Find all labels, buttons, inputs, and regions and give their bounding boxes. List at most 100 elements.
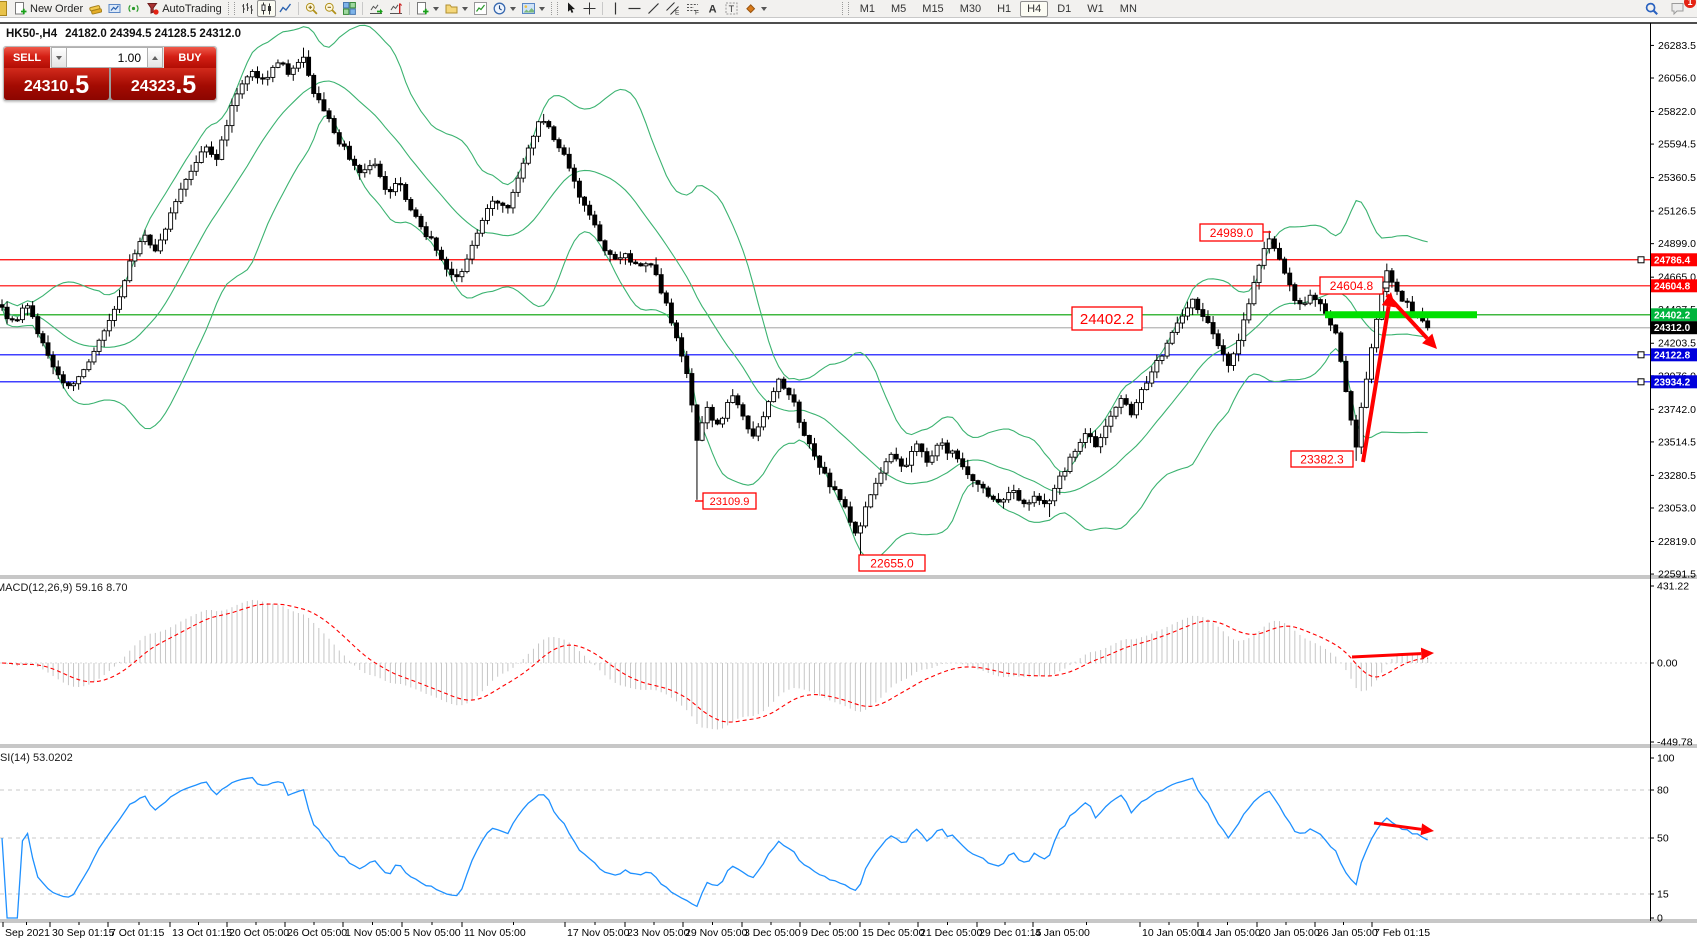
candle-body [244,76,250,85]
text-label-icon: T [725,2,738,15]
tile-windows-button[interactable] [340,0,359,17]
toolbar-grip[interactable] [550,2,558,15]
text-label-button[interactable]: T [722,0,741,17]
candle-body [1169,331,1175,344]
candle-body [1220,345,1226,355]
chart-shift-button[interactable] [386,0,406,17]
tab-timeframe-mn[interactable]: MN [1119,2,1137,15]
price-axis[interactable]: 26283.5 26056.0 25822.0 25594.5 25360.5 25126… [0,22,1697,939]
publish-chart-button[interactable] [105,0,124,17]
crosshair-button[interactable] [580,0,599,17]
candle-body [1292,284,1298,301]
tab-timeframe-w1[interactable]: W1 [1087,2,1104,15]
new-chart-button[interactable] [413,0,442,17]
autotrading-button[interactable]: AutoTrading [143,0,225,17]
candle-body [1067,456,1073,472]
candle-body [198,151,204,163]
tab-timeframe-m15[interactable]: M15 [922,2,944,15]
candle-body [898,458,904,467]
signal-button[interactable] [124,0,143,17]
candle-body [883,461,889,474]
line-handle[interactable] [1637,378,1645,386]
candle-body [771,391,777,403]
channel-button[interactable]: E [663,0,683,17]
profiles-button[interactable] [442,0,471,17]
tab-timeframe-d1[interactable]: D1 [1057,2,1072,15]
candle-body [229,105,235,127]
candle-body [377,163,383,177]
bar-chart-button[interactable] [238,0,257,17]
volume-decrease-button[interactable] [51,47,67,68]
gold-button[interactable] [86,0,105,17]
candle-body [132,253,138,262]
candle-body [1409,301,1415,314]
tab-timeframe-m30[interactable]: M30 [959,2,982,15]
volume-increase-button[interactable] [147,47,163,68]
line-handle[interactable] [1637,351,1645,359]
tab-timeframe-h1[interactable]: H1 [997,2,1012,15]
sell-button[interactable]: SELL [4,47,51,68]
candle-body [1384,270,1390,293]
line-handle[interactable] [1637,256,1645,264]
notifications-button[interactable]: 1 [1668,0,1696,17]
cursor-button[interactable] [561,0,580,17]
macd-arrow[interactable] [1351,647,1434,660]
line-chart-button[interactable] [276,0,295,17]
rsi-arrow[interactable] [1373,821,1434,836]
candle-body [1164,342,1170,357]
shapes-button[interactable] [741,0,770,17]
horizontal-line-button[interactable] [625,0,644,17]
templates-button[interactable] [519,0,548,17]
price-label-23109.9[interactable]: 23109.9 [695,492,757,510]
trendline-button[interactable] [644,0,663,17]
rsi-axis-tick: 15 [1657,889,1669,901]
price-label-22655.0[interactable]: 22655.0 [858,554,926,572]
macd-axis-tick: -449.78 [1657,737,1693,749]
volume-input[interactable]: 1.00 [67,47,147,68]
time-axis[interactable]: Sep 2021 30 Sep 01:157 Oct 01:15 13 Oct 01… [2,922,1430,939]
toolbar-grip[interactable] [841,2,849,15]
candle-body [1363,378,1369,408]
candle-body [955,450,961,460]
sell-price-display[interactable]: 24310.5 [4,68,109,100]
candle-body [1123,398,1129,405]
candle-body [582,196,587,206]
vertical-line-button[interactable] [606,0,625,17]
time-axis-label: 20 Jan 05:00 [1259,927,1320,939]
tab-timeframe-m1[interactable]: M1 [859,2,875,15]
candle-body [321,99,327,112]
zoom-in-button[interactable] [302,0,321,17]
search-button[interactable] [1642,0,1662,17]
periods-button[interactable] [490,0,519,17]
candle-body [40,333,46,344]
new-order-icon [14,2,27,15]
buy-button[interactable]: BUY [163,47,216,68]
price-label-24604.8[interactable]: 24604.8 [1319,276,1390,295]
zoom-out-button[interactable] [321,0,340,17]
tab-timeframe-h4[interactable]: H4 [1020,0,1049,17]
fibonacci-button[interactable]: F [683,0,703,17]
candle-body [950,450,955,454]
new-order-label: New Order [30,2,84,15]
price-label-23382.3[interactable]: 23382.3 [1290,450,1354,468]
new-order-button[interactable]: New Order [11,0,86,17]
candlestick-chart-button[interactable] [256,0,276,17]
candle-body [990,495,996,500]
down-trend-arrow[interactable] [1385,293,1437,349]
candle-body [382,176,388,190]
candle-body [934,444,940,457]
toolbar-grip[interactable] [227,2,235,15]
macd-histogram [6,599,1429,730]
tab-timeframe-m5[interactable]: M5 [891,2,907,15]
candle-body [607,250,613,255]
auto-scroll-button[interactable] [366,0,386,17]
price-label-24402.2[interactable]: 24402.2 [1071,306,1143,331]
price-label-24989.0[interactable]: 24989.0 [1199,223,1271,242]
candle-body [117,296,122,310]
buy-price-display[interactable]: 24323.5 [111,68,216,100]
indicators-button[interactable] [471,0,490,17]
zoom-out-icon [324,2,337,15]
signal-icon [127,2,140,15]
text-button[interactable]: A [703,0,722,17]
